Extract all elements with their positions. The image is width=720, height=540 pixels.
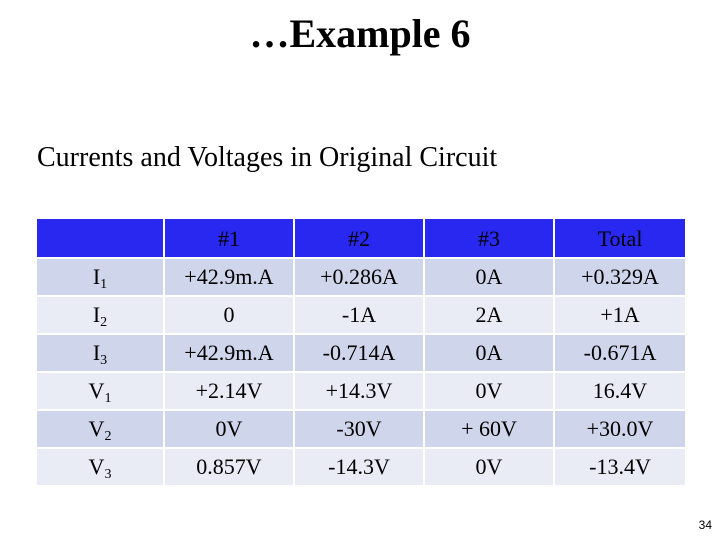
row-label: V1 bbox=[37, 373, 165, 411]
table-cell: +0.286A bbox=[295, 259, 425, 297]
table-cell: 2A bbox=[425, 297, 555, 335]
table-cell: +1A bbox=[555, 297, 685, 335]
table-cell: 0 bbox=[165, 297, 295, 335]
table-row: V1 +2.14V +14.3V 0V 16.4V bbox=[37, 373, 685, 411]
row-label-subscript: 3 bbox=[100, 353, 108, 368]
row-label: V3 bbox=[37, 449, 165, 487]
row-label-subscript: 1 bbox=[100, 277, 108, 292]
row-label: I2 bbox=[37, 297, 165, 335]
header-cell-empty bbox=[37, 219, 165, 259]
header-cell-source-1: #1 bbox=[165, 219, 295, 259]
row-label: I3 bbox=[37, 335, 165, 373]
table-cell: -14.3V bbox=[295, 449, 425, 487]
results-table: #1 #2 #3 Total I1 +42.9m.A +0.286A 0A +0… bbox=[37, 219, 685, 487]
table-row: I2 0 -1A 2A +1A bbox=[37, 297, 685, 335]
slide-subtitle: Currents and Voltages in Original Circui… bbox=[37, 142, 498, 173]
table-cell: 0V bbox=[425, 373, 555, 411]
row-label-subscript: 2 bbox=[104, 429, 112, 444]
table-cell: -13.4V bbox=[555, 449, 685, 487]
row-label-subscript: 2 bbox=[100, 315, 108, 330]
table-row: V3 0.857V -14.3V 0V -13.4V bbox=[37, 449, 685, 487]
table-row: V2 0V -30V + 60V +30.0V bbox=[37, 411, 685, 449]
table-cell: +2.14V bbox=[165, 373, 295, 411]
table-cell: + 60V bbox=[425, 411, 555, 449]
table-cell: +14.3V bbox=[295, 373, 425, 411]
table-cell: 0.857V bbox=[165, 449, 295, 487]
table-cell: +42.9m.A bbox=[165, 335, 295, 373]
row-label: V2 bbox=[37, 411, 165, 449]
row-label-subscript: 1 bbox=[104, 391, 112, 406]
header-cell-total: Total bbox=[555, 219, 685, 259]
row-label: I1 bbox=[37, 259, 165, 297]
table-cell: 0V bbox=[165, 411, 295, 449]
table-header-row: #1 #2 #3 Total bbox=[37, 219, 685, 259]
table-cell: +30.0V bbox=[555, 411, 685, 449]
page-number: 34 bbox=[698, 518, 712, 532]
table-cell: -1A bbox=[295, 297, 425, 335]
table-cell: 0A bbox=[425, 335, 555, 373]
table-cell: -30V bbox=[295, 411, 425, 449]
table-row: I3 +42.9m.A -0.714A 0A -0.671A bbox=[37, 335, 685, 373]
header-cell-source-3: #3 bbox=[425, 219, 555, 259]
table-cell: +0.329A bbox=[555, 259, 685, 297]
header-cell-source-2: #2 bbox=[295, 219, 425, 259]
slide-title: …Example 6 bbox=[249, 11, 471, 56]
table-cell: +42.9m.A bbox=[165, 259, 295, 297]
table-cell: -0.671A bbox=[555, 335, 685, 373]
table-row: I1 +42.9m.A +0.286A 0A +0.329A bbox=[37, 259, 685, 297]
table-cell: -0.714A bbox=[295, 335, 425, 373]
table-cell: 0V bbox=[425, 449, 555, 487]
row-label-subscript: 3 bbox=[104, 467, 112, 482]
table-cell: 0A bbox=[425, 259, 555, 297]
table-cell: 16.4V bbox=[555, 373, 685, 411]
